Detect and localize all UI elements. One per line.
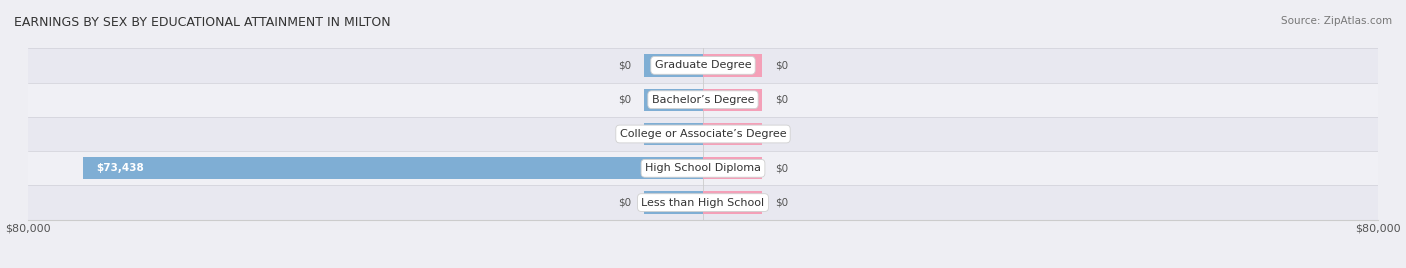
Bar: [703, 157, 762, 180]
Text: EARNINGS BY SEX BY EDUCATIONAL ATTAINMENT IN MILTON: EARNINGS BY SEX BY EDUCATIONAL ATTAINMEN…: [14, 16, 391, 29]
Text: College or Associate’s Degree: College or Associate’s Degree: [620, 129, 786, 139]
Text: Graduate Degree: Graduate Degree: [655, 60, 751, 70]
Bar: [28, 117, 1378, 151]
Bar: [83, 157, 703, 180]
Text: $73,438: $73,438: [96, 163, 143, 173]
Bar: [644, 191, 703, 214]
Bar: [644, 54, 703, 77]
Bar: [644, 123, 703, 145]
Bar: [703, 88, 762, 111]
Text: Source: ZipAtlas.com: Source: ZipAtlas.com: [1281, 16, 1392, 26]
Text: Less than High School: Less than High School: [641, 198, 765, 208]
Bar: [703, 191, 762, 214]
Text: $0: $0: [619, 60, 631, 70]
Text: $0: $0: [775, 129, 787, 139]
Text: $0: $0: [775, 163, 787, 173]
Text: $0: $0: [775, 198, 787, 208]
Text: High School Diploma: High School Diploma: [645, 163, 761, 173]
Bar: [703, 123, 762, 145]
Bar: [644, 88, 703, 111]
Text: $0: $0: [619, 198, 631, 208]
Bar: [28, 83, 1378, 117]
Text: $0: $0: [775, 95, 787, 105]
Text: $0: $0: [619, 129, 631, 139]
Text: $0: $0: [619, 95, 631, 105]
Bar: [28, 185, 1378, 220]
Bar: [703, 54, 762, 77]
Text: $0: $0: [775, 60, 787, 70]
Text: Bachelor’s Degree: Bachelor’s Degree: [652, 95, 754, 105]
Bar: [28, 151, 1378, 185]
Bar: [28, 48, 1378, 83]
